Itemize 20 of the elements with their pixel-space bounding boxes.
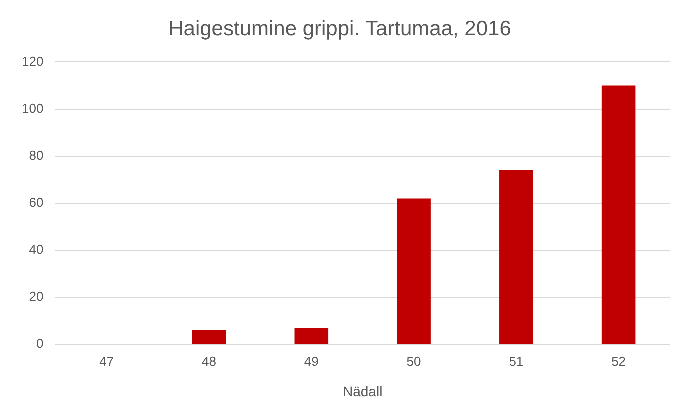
x-tick-label: 51 bbox=[509, 354, 524, 369]
y-tick-label: 120 bbox=[22, 54, 44, 69]
y-tick-label: 20 bbox=[29, 289, 44, 304]
y-tick-label: 60 bbox=[29, 194, 44, 210]
y-tick-label: 40 bbox=[29, 242, 44, 258]
y-tick-label: 0 bbox=[36, 336, 44, 352]
bar bbox=[602, 86, 636, 344]
bar bbox=[192, 330, 226, 344]
chart-title: Haigestumine grippi. Tartumaa, 2016 bbox=[168, 17, 512, 40]
y-tick-label: 80 bbox=[29, 148, 44, 163]
x-axis-title: Nädall bbox=[342, 383, 383, 400]
x-tick-label: 48 bbox=[202, 354, 216, 369]
bar bbox=[500, 170, 534, 344]
bar bbox=[397, 198, 431, 344]
x-tick-label: 49 bbox=[304, 354, 319, 369]
x-tick-label: 47 bbox=[100, 354, 114, 369]
x-tick-label: 52 bbox=[612, 354, 626, 369]
y-tick-label: 100 bbox=[22, 100, 44, 116]
x-tick-label: 50 bbox=[406, 354, 422, 369]
bar bbox=[294, 328, 329, 344]
